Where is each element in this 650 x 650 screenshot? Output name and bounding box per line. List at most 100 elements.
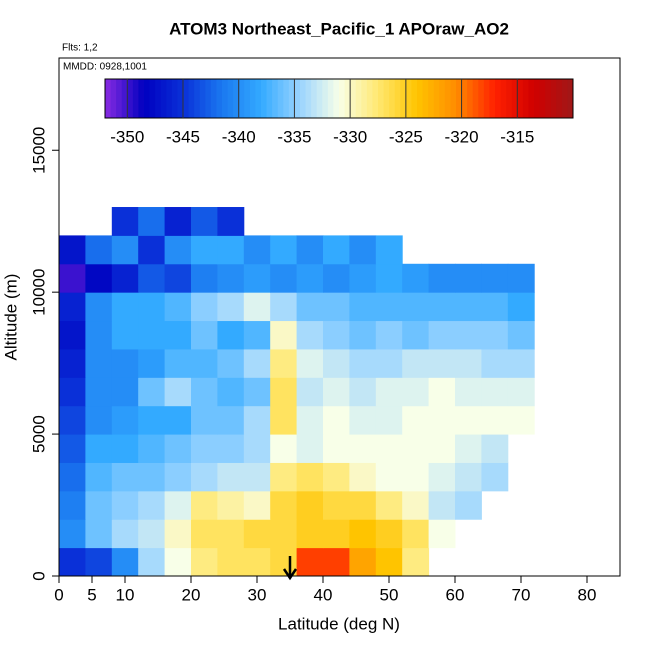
heatmap-cell xyxy=(191,490,218,520)
heatmap-cell xyxy=(375,462,403,492)
colorbar-swatch xyxy=(121,79,128,118)
colorbar-swatch xyxy=(517,79,524,118)
heatmap-cell xyxy=(349,434,377,463)
colorbar-tick-label: -350 xyxy=(110,127,144,146)
heatmap-cell xyxy=(323,320,350,350)
heatmap-cell xyxy=(481,320,509,350)
colorbar-swatch xyxy=(522,79,529,118)
heatmap-cell xyxy=(59,292,86,322)
heatmap-cell xyxy=(323,235,350,265)
heatmap-cell xyxy=(85,348,113,378)
heatmap-cell xyxy=(402,348,430,378)
heatmap-cell xyxy=(164,292,192,322)
heatmap-cell xyxy=(217,207,245,236)
heatmap-cell xyxy=(243,490,271,520)
heatmap-cell xyxy=(428,490,456,520)
heatmap-cell xyxy=(375,519,403,549)
heatmap-cell xyxy=(111,490,139,520)
heatmap-cell xyxy=(507,405,535,435)
heatmap-cell xyxy=(217,235,245,265)
colorbar-swatch xyxy=(372,79,379,118)
colorbar-swatch xyxy=(283,79,290,118)
colorbar-swatch xyxy=(467,79,474,118)
heatmap-cell xyxy=(323,405,350,435)
colorbar-swatch xyxy=(400,79,407,118)
heatmap-cell xyxy=(270,235,298,265)
heatmap-cell xyxy=(270,292,298,322)
heatmap-cell xyxy=(191,434,218,463)
heatmap-cell xyxy=(111,292,139,322)
x-tick-label: 40 xyxy=(314,585,333,604)
heatmap-cell xyxy=(59,405,86,435)
heatmap-cell xyxy=(349,462,377,492)
colorbar-swatch xyxy=(350,79,357,118)
heatmap-cell xyxy=(191,547,218,577)
heatmap-cell xyxy=(111,348,139,378)
colorbar-swatch xyxy=(199,79,206,118)
x-tick-label: 0 xyxy=(54,585,63,604)
heatmap-cell xyxy=(296,377,324,407)
heatmap-cell xyxy=(111,207,139,236)
heatmap-cell xyxy=(138,263,166,293)
colorbar-frame xyxy=(104,78,574,119)
heatmap-cell xyxy=(138,320,166,350)
heatmap-cell xyxy=(270,263,298,293)
heatmap-cell xyxy=(243,547,271,577)
heatmap-cell xyxy=(111,263,139,293)
heatmap-cell xyxy=(191,462,218,492)
colorbar-swatch xyxy=(138,79,145,118)
colorbar-swatch xyxy=(478,79,485,118)
heatmap-cell xyxy=(402,434,430,463)
heatmap-cell xyxy=(217,405,245,435)
colorbar-swatch xyxy=(294,79,301,118)
colorbar-swatch xyxy=(456,79,463,118)
heatmap-cell xyxy=(164,320,192,350)
colorbar-swatch xyxy=(233,79,240,118)
colorbar-swatch xyxy=(383,79,390,118)
heatmap-cell xyxy=(296,519,324,549)
heatmap-cells xyxy=(59,207,535,577)
heatmap-cell xyxy=(164,405,192,435)
colorbar-swatch xyxy=(305,79,312,118)
heatmap-cell xyxy=(296,434,324,463)
heatmap-cell xyxy=(270,490,298,520)
heatmap-cell xyxy=(455,434,482,463)
colorbar-swatch xyxy=(105,79,112,118)
heatmap-cell xyxy=(375,263,403,293)
heatmap-cell xyxy=(164,348,192,378)
heatmap-cell xyxy=(85,405,113,435)
heatmap-cell xyxy=(428,263,456,293)
heatmap-cell xyxy=(455,462,482,492)
heatmap-cell xyxy=(270,348,298,378)
heatmap-cell xyxy=(375,405,403,435)
colorbar-swatch xyxy=(222,79,229,118)
heatmap-cell xyxy=(270,377,298,407)
heatmap-cell xyxy=(296,462,324,492)
heatmap-cell xyxy=(217,263,245,293)
heatmap-cell xyxy=(375,377,403,407)
colorbar-swatch xyxy=(461,79,468,118)
colorbar-swatch xyxy=(366,79,373,118)
heatmap-cell xyxy=(481,405,509,435)
x-tick-label: 50 xyxy=(380,585,399,604)
colorbar-swatch xyxy=(545,79,552,118)
heatmap-cell xyxy=(296,320,324,350)
colorbar-swatch xyxy=(288,79,295,118)
colorbar-swatch xyxy=(339,79,346,118)
heatmap-cell xyxy=(375,320,403,350)
heatmap-cell xyxy=(191,519,218,549)
heatmap-cell xyxy=(455,292,482,322)
heatmap-cell xyxy=(428,434,456,463)
colorbar-swatch xyxy=(300,79,307,118)
heatmap-cell xyxy=(270,434,298,463)
heatmap-cell xyxy=(375,292,403,322)
heatmap-cell xyxy=(455,263,482,293)
colorbar-tick-label: -330 xyxy=(333,127,367,146)
heatmap-cell xyxy=(111,462,139,492)
x-tick-label: 10 xyxy=(116,585,135,604)
colorbar-swatch xyxy=(483,79,490,118)
colorbar-swatch xyxy=(444,79,451,118)
heatmap-cell xyxy=(111,547,139,577)
heatmap-cell xyxy=(191,292,218,322)
